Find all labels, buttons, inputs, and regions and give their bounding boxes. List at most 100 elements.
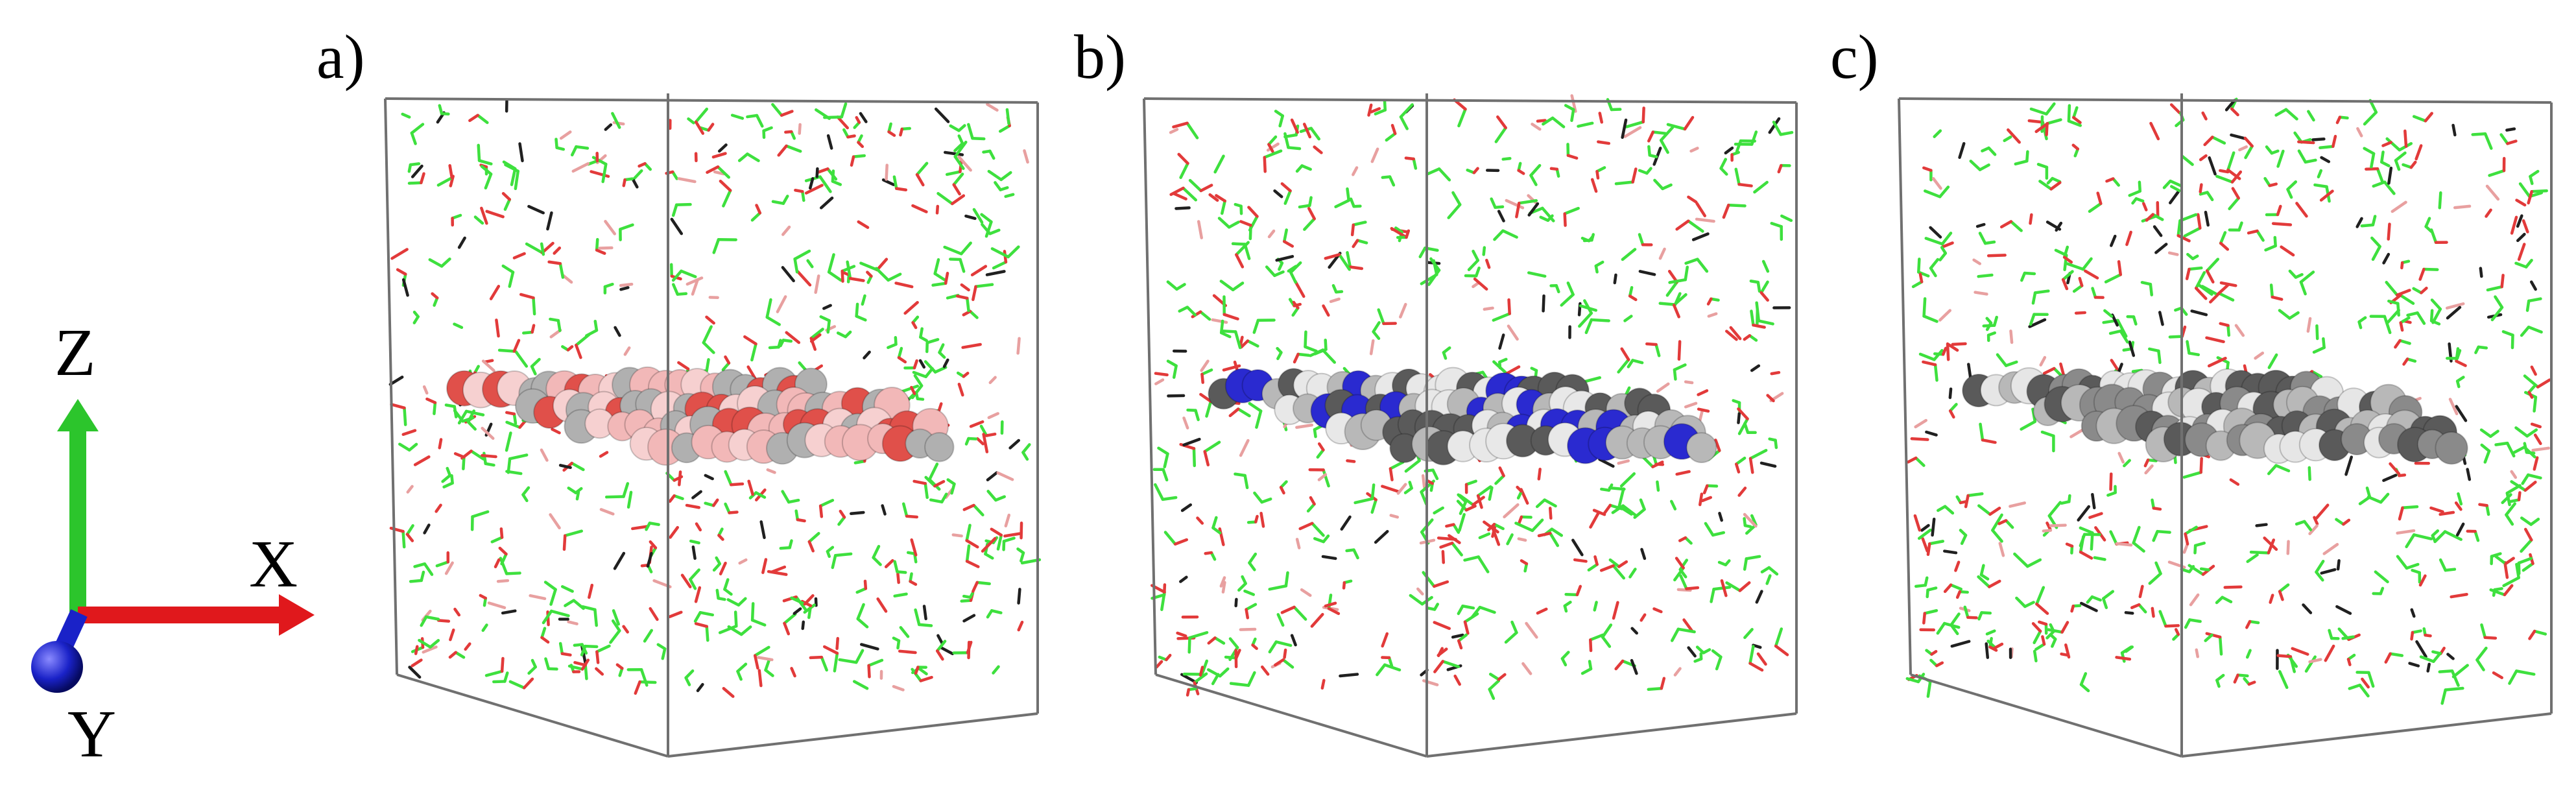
solvent-bond — [848, 277, 865, 282]
solvent-bond — [2506, 139, 2518, 145]
solvent-bond — [2302, 603, 2313, 614]
solvent-bond — [1213, 636, 1226, 645]
solvent-bond — [593, 608, 598, 627]
solvent-bond — [988, 376, 997, 385]
solvent-bond — [1683, 115, 1695, 131]
solvent-bond — [2045, 118, 2062, 125]
solvent-bond — [1541, 206, 1555, 223]
solvent-bond — [850, 511, 865, 516]
solvent-bond — [468, 114, 479, 123]
solvent-bond — [1237, 582, 1247, 592]
solvent-bond — [1182, 437, 1201, 447]
solvent-bond — [1488, 673, 1501, 681]
solvent-bond — [1253, 491, 1263, 504]
solvent-bond — [1180, 503, 1193, 512]
solvent-bond — [1991, 513, 2003, 532]
solvent-bond — [2237, 221, 2243, 232]
solvent-bond — [1507, 298, 1511, 315]
solvent-bond — [1959, 500, 1968, 505]
solvent-bond — [759, 520, 766, 540]
solvent-bond — [484, 669, 504, 677]
solvent-bond — [1254, 514, 1259, 523]
solvent-bond — [2140, 281, 2153, 286]
slab-atom — [924, 432, 955, 463]
solvent-bond — [866, 271, 873, 278]
solvent-bond — [2385, 280, 2399, 297]
solvent-bond — [764, 668, 774, 677]
solvent-bond — [819, 196, 834, 210]
solvent-bond — [2169, 190, 2180, 204]
solvent-bond — [1463, 620, 1470, 635]
solvent-bond — [2070, 604, 2075, 613]
solvent-bond — [1276, 613, 1285, 627]
solvent-bond — [1529, 163, 1542, 177]
solvent-bond — [2418, 267, 2426, 281]
solvent-bond — [1182, 416, 1189, 429]
solvent-bond — [1310, 522, 1325, 537]
solvent-bond — [2123, 459, 2131, 468]
solvent-bond — [1972, 258, 1982, 265]
solvent-bond — [2398, 506, 2404, 521]
solvent-bond — [2483, 132, 2493, 150]
solvent-bond — [1760, 566, 1771, 573]
solvent-bond — [2320, 156, 2331, 163]
solvent-bond — [1935, 661, 1944, 668]
solvent-bond — [1926, 542, 1931, 557]
solvent-bond — [2304, 655, 2317, 673]
solvent-bond — [1768, 437, 1777, 442]
solvent-bond — [2527, 189, 2533, 205]
solvent-bond — [1370, 107, 1381, 114]
solvent-bond — [2431, 307, 2442, 324]
solvent-bond — [1196, 516, 1204, 525]
solvent-bond — [492, 680, 507, 684]
solvent-bond — [1580, 667, 1593, 675]
solvent-bond — [764, 658, 771, 672]
solvent-bond — [2478, 503, 2488, 507]
solvent-bond — [822, 304, 832, 310]
solvent-bond — [1563, 206, 1580, 215]
solvent-bond — [1213, 154, 1225, 174]
solvent-bond — [1472, 249, 1480, 262]
solvent-bond — [935, 204, 940, 215]
solvent-bond — [2079, 535, 2085, 554]
solvent-bond — [2080, 601, 2098, 612]
solvent-bond — [1695, 202, 1706, 217]
solvent-bond — [737, 597, 747, 607]
solvent-bond — [2344, 455, 2354, 476]
solvent-bond — [1940, 246, 1948, 255]
solvent-bond — [2226, 168, 2241, 180]
solvent-bond — [2278, 669, 2289, 690]
solvent-bond — [546, 211, 553, 231]
solvent-bond — [1298, 204, 1311, 209]
solvent-bond — [884, 559, 894, 568]
box-edge — [396, 673, 669, 758]
solvent-bond — [722, 189, 732, 208]
solvent-bond — [1675, 219, 1690, 231]
solvent-bond — [1770, 370, 1781, 376]
solvent-bond — [1621, 118, 1628, 139]
solvent-bond — [495, 319, 500, 338]
solvent-bond — [420, 172, 425, 185]
solvent-bond — [804, 184, 824, 195]
solvent-bond — [1672, 293, 1688, 307]
solvent-bond — [1527, 202, 1540, 217]
solvent-bond — [1405, 229, 1411, 239]
solvent-bond — [826, 134, 833, 150]
solvent-bond — [549, 513, 561, 530]
solvent-bond — [1496, 115, 1507, 130]
solvent-bond — [450, 474, 454, 485]
solvent-bond — [893, 560, 899, 573]
solvent-bond — [1473, 277, 1488, 291]
solvent-bond — [806, 259, 814, 269]
solvent-bond — [1743, 512, 1758, 528]
solvent-bond — [1737, 407, 1749, 420]
solvent-bond — [2505, 484, 2522, 495]
solvent-bond — [558, 464, 572, 470]
solvent-bond — [2455, 522, 2465, 536]
solvent-bond — [2229, 478, 2240, 486]
solvent-bond — [781, 490, 791, 504]
solvent-bond — [2196, 213, 2202, 230]
solvent-bond — [2410, 631, 2415, 641]
solvent-bond — [994, 181, 1002, 191]
solvent-bond — [2523, 442, 2529, 454]
